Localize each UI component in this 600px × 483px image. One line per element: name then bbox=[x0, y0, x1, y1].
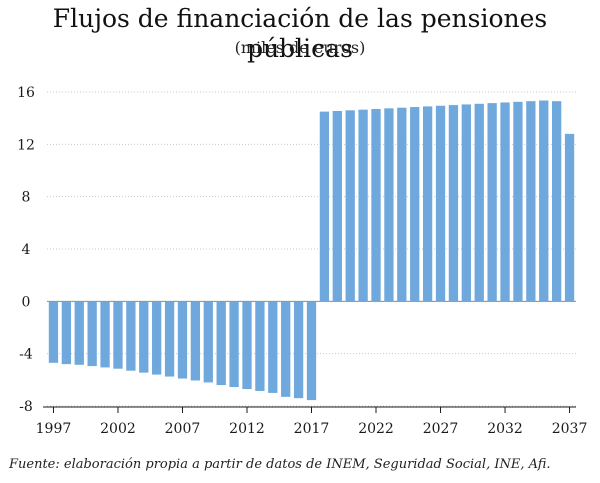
x-tick-label: 2017 bbox=[294, 421, 330, 437]
bar bbox=[435, 105, 446, 302]
bar bbox=[113, 301, 123, 369]
x-tick-label: 2002 bbox=[100, 421, 136, 437]
bar bbox=[371, 109, 381, 302]
bar bbox=[552, 101, 562, 302]
bar bbox=[281, 301, 291, 397]
bar bbox=[332, 110, 342, 302]
source-note: Fuente: elaboración propia a partir de d… bbox=[9, 457, 551, 472]
bar bbox=[229, 301, 239, 388]
bar bbox=[384, 108, 394, 302]
x-tick-label: 1997 bbox=[36, 421, 72, 437]
bar bbox=[152, 301, 162, 375]
bar bbox=[126, 301, 136, 371]
bar bbox=[100, 301, 110, 368]
y-tick-label: -8 bbox=[19, 399, 33, 415]
bar bbox=[255, 301, 265, 391]
y-tick-label: 8 bbox=[22, 190, 31, 206]
bar bbox=[358, 109, 368, 302]
bar bbox=[216, 301, 226, 386]
bar bbox=[410, 107, 420, 302]
bar bbox=[190, 301, 201, 381]
x-tick-label: 2007 bbox=[165, 421, 201, 437]
bar bbox=[319, 111, 330, 302]
bar bbox=[203, 301, 213, 383]
bar bbox=[293, 301, 304, 399]
x-tick-label: 2027 bbox=[423, 421, 459, 437]
chart-title: Flujos de financiación de las pensiones … bbox=[52, 4, 548, 63]
bar bbox=[177, 301, 188, 379]
y-tick-label: -4 bbox=[19, 347, 33, 363]
bar bbox=[268, 301, 278, 393]
bar bbox=[164, 301, 175, 377]
bar bbox=[564, 133, 575, 302]
bar bbox=[48, 301, 59, 363]
y-tick-label: 12 bbox=[17, 137, 35, 153]
bar bbox=[422, 106, 433, 302]
bar bbox=[500, 102, 510, 302]
bar bbox=[87, 301, 97, 367]
bar bbox=[513, 101, 523, 302]
bar bbox=[539, 100, 549, 302]
bar bbox=[61, 301, 71, 365]
bar bbox=[397, 107, 407, 302]
chart-subtitle: (miles de euros) bbox=[234, 38, 366, 57]
bar bbox=[242, 301, 252, 389]
x-tick-label: 2037 bbox=[552, 421, 588, 437]
bar bbox=[448, 105, 459, 302]
y-tick-label: 4 bbox=[22, 242, 31, 258]
bar bbox=[74, 301, 84, 365]
bar bbox=[474, 103, 484, 302]
x-tick-label: 2022 bbox=[358, 421, 394, 437]
bar bbox=[487, 103, 497, 302]
x-tick-label: 2012 bbox=[229, 421, 265, 437]
x-tick-label: 2032 bbox=[487, 421, 523, 437]
y-tick-label: 0 bbox=[22, 294, 31, 310]
bar bbox=[139, 301, 149, 373]
bar bbox=[461, 104, 471, 302]
bar bbox=[345, 110, 355, 302]
bar bbox=[526, 101, 536, 302]
bar bbox=[306, 301, 317, 401]
y-tick-label: 16 bbox=[17, 85, 35, 101]
